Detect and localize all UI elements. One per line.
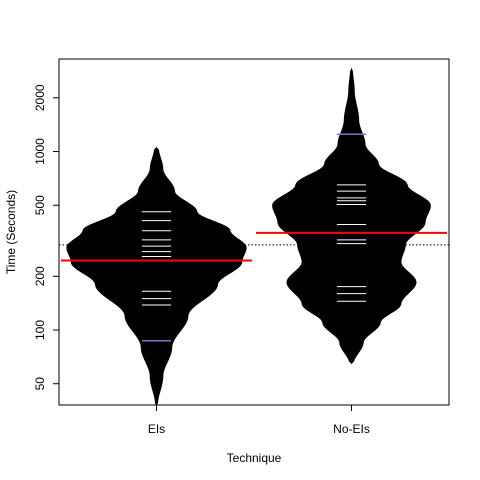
x-tick-label: No-EIs [333, 422, 370, 436]
y-tick-label: 200 [33, 266, 47, 286]
y-axis: 50 100 200 500 1000 2000 [33, 84, 60, 391]
x-tick-label: EIs [148, 422, 165, 436]
bean-shape [272, 67, 431, 365]
y-tick-label: 2000 [33, 84, 47, 111]
x-axis: EIs No-EIs [148, 404, 370, 436]
y-tick-label: 1000 [33, 138, 47, 165]
y-tick-label: 50 [33, 377, 47, 391]
y-tick-label: 500 [33, 195, 47, 215]
y-tick-label: 100 [33, 320, 47, 340]
y-axis-title: Time (Seconds) [4, 190, 18, 274]
x-axis-title: Technique [227, 451, 282, 465]
bean-shape [66, 147, 247, 407]
beans-layer [59, 67, 449, 407]
